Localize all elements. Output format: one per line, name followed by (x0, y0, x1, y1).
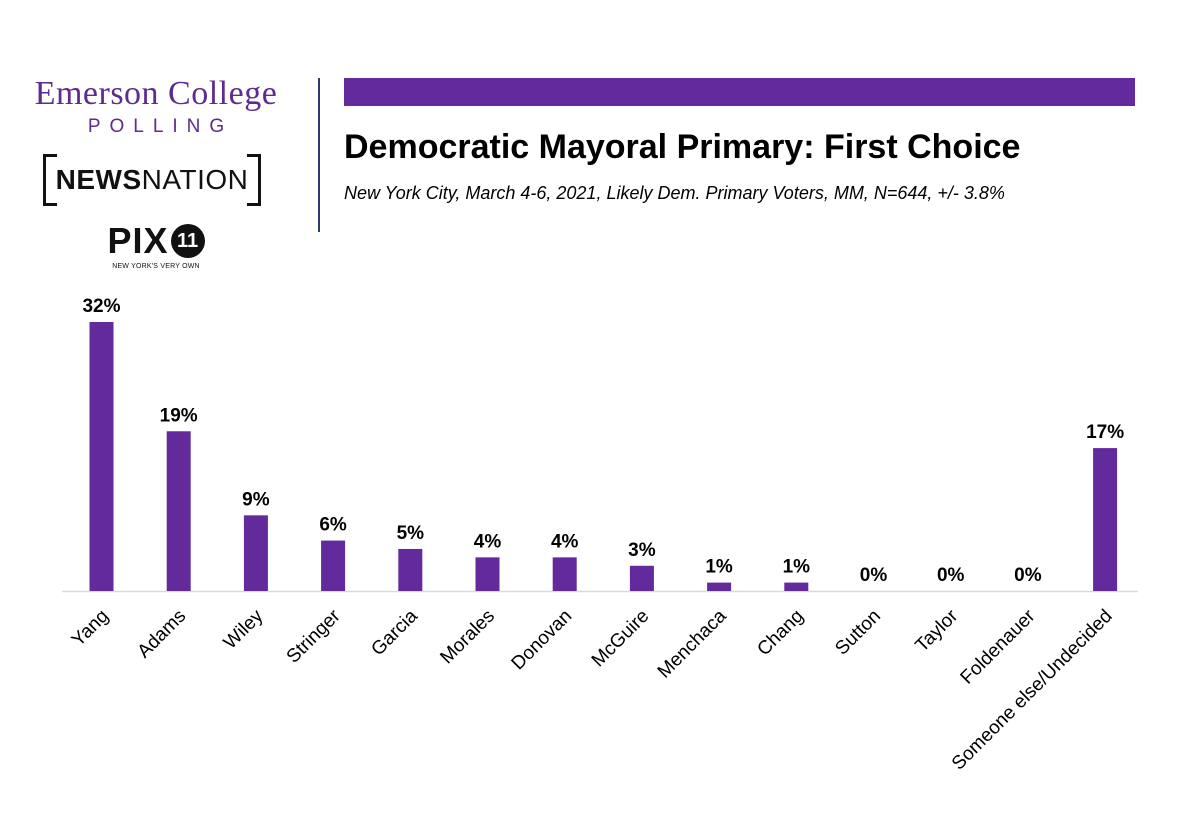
x-tick-label: Menchaca (654, 605, 731, 682)
x-tick-label: Someone else/Undecided (948, 606, 1117, 775)
data-label: 4% (551, 531, 579, 552)
data-label: 32% (82, 296, 120, 317)
data-label: 1% (705, 557, 733, 578)
bar (629, 565, 654, 591)
x-tick-label: Donovan (508, 606, 577, 675)
x-tick-label: Stringer (283, 605, 345, 667)
x-tick-label: Sutton (831, 606, 885, 660)
newsnation-nation-text: NATION (141, 164, 249, 195)
x-tick-label: Foldenauer (957, 605, 1040, 688)
data-label: 19% (160, 405, 198, 426)
data-label: 4% (474, 531, 502, 552)
pix-eleven-circle: 11 (170, 224, 205, 258)
x-tick-label: Wiley (220, 605, 268, 653)
header-divider (318, 78, 320, 232)
x-tick-label: Adams (134, 606, 191, 663)
emerson-polling-text: POLLING (87, 116, 234, 137)
bar (707, 582, 732, 591)
x-tick-label: Yang (68, 606, 113, 651)
newsnation-right-bracket (247, 154, 261, 206)
bar (89, 322, 114, 591)
bar (784, 582, 809, 591)
pix11-wordmark: PIX 11 (96, 222, 216, 260)
chart-title: Democratic Mayoral Primary: First Choice (344, 128, 1021, 166)
x-tick-label: Chang (753, 606, 807, 660)
data-label: 17% (1086, 422, 1124, 443)
data-label: 0% (1014, 565, 1042, 586)
bar (321, 540, 346, 591)
header-accent-band (344, 78, 1135, 106)
newsnation-left-bracket (43, 154, 57, 206)
bar (1093, 448, 1118, 591)
data-label: 1% (783, 557, 811, 578)
x-tick-label: Morales (436, 606, 499, 669)
pix-tagline: NEW YORK'S VERY OWN (112, 263, 200, 270)
data-label: 6% (319, 515, 347, 536)
bar (243, 515, 268, 591)
bar (552, 557, 577, 591)
data-label: 3% (628, 540, 656, 561)
data-label: 0% (860, 565, 888, 586)
data-label: 5% (397, 523, 425, 544)
bar (475, 557, 500, 591)
data-label: 0% (937, 565, 965, 586)
data-label: 9% (242, 489, 270, 510)
pix-text: PIX (107, 220, 169, 261)
bar (398, 548, 423, 591)
pix11-logo: PIX 11 NEW YORK'S VERY OWN (96, 222, 216, 271)
emerson-college-text: Emerson College (34, 75, 278, 112)
bar (166, 431, 191, 591)
x-tick-label: Taylor (912, 605, 963, 656)
emerson-college-polling-logo: Emerson College POLLING (22, 74, 290, 138)
newsnation-wordmark: NEWSNATION (43, 164, 261, 196)
newsnation-news-text: NEWS (55, 164, 142, 195)
newsnation-logo: NEWSNATION (43, 154, 261, 206)
x-tick-label: Garcia (367, 605, 422, 660)
chart-subtitle: New York City, March 4-6, 2021, Likely D… (344, 183, 1005, 203)
x-tick-label: McGuire (588, 606, 654, 672)
